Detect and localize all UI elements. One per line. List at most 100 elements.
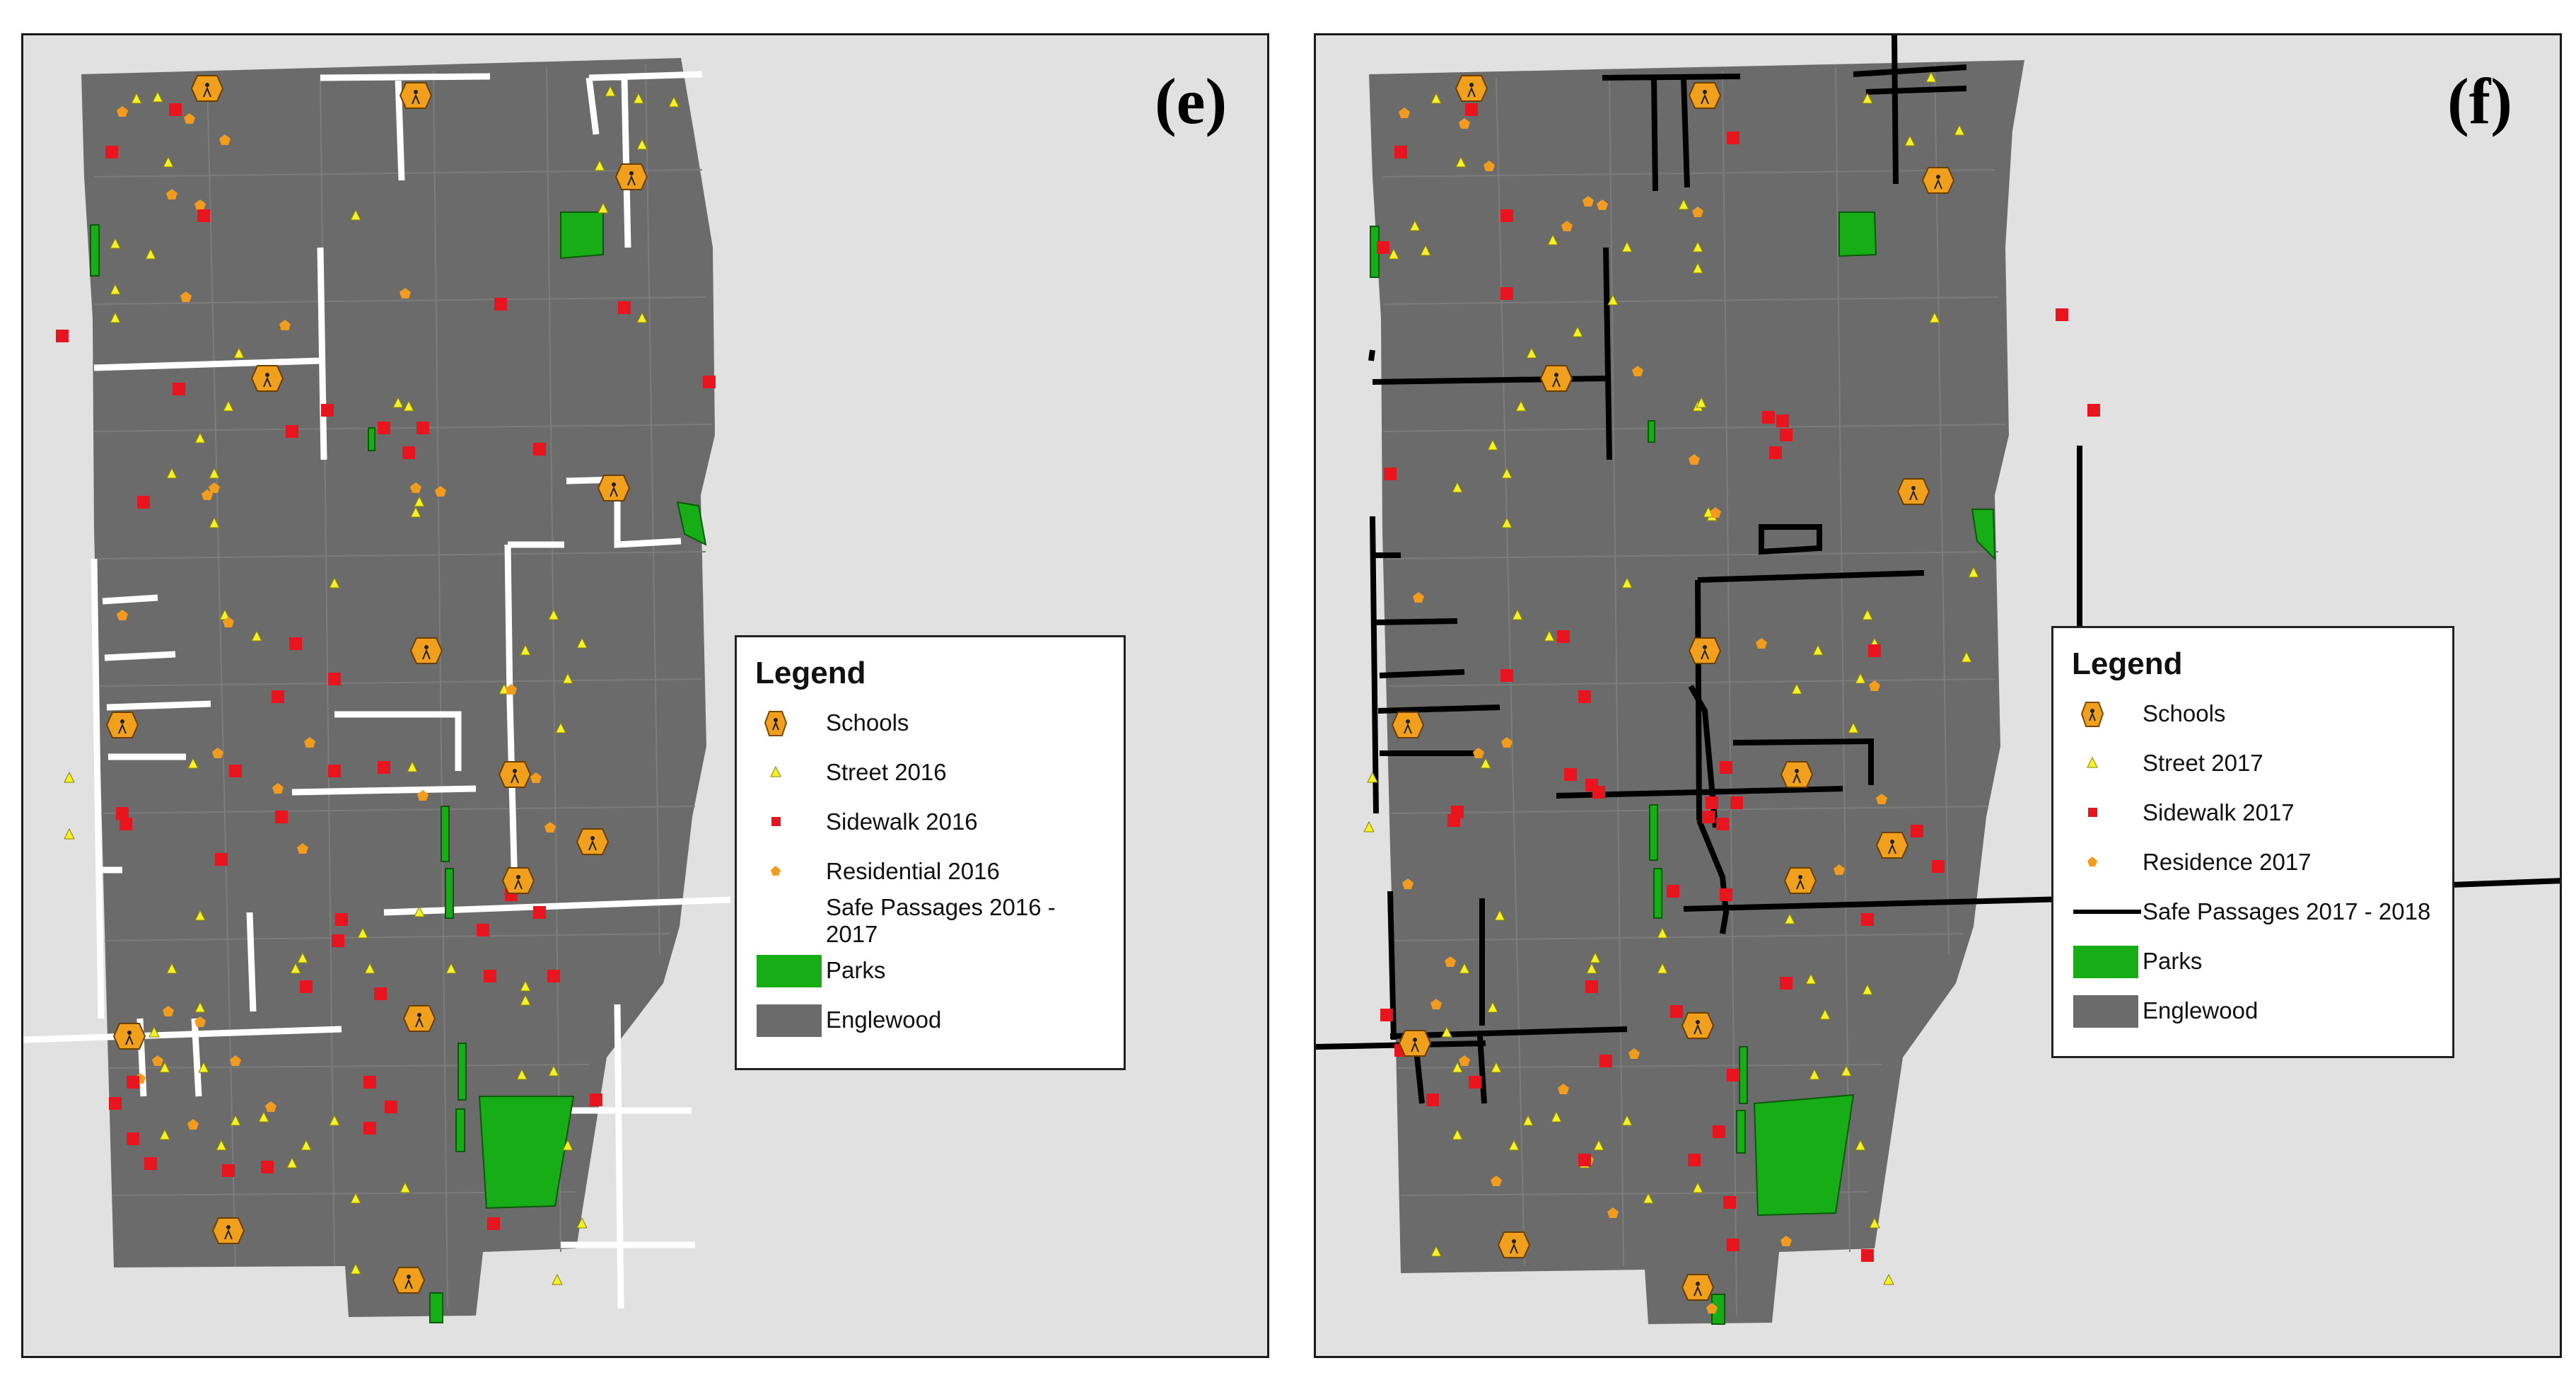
street-marker [1848, 721, 1859, 733]
street-marker [145, 248, 156, 260]
street-marker [520, 980, 531, 992]
legend-label: Parks [826, 957, 886, 983]
panel-label: (f) [2447, 65, 2512, 137]
residential-marker [1834, 864, 1845, 875]
residential-marker [152, 1055, 163, 1066]
legend-label: Street 2016 [826, 759, 947, 785]
residential-marker [1459, 1055, 1470, 1066]
street-marker [223, 400, 234, 412]
sidewalk-marker [120, 818, 132, 830]
school-marker [1896, 478, 1930, 505]
sidewalk-marker [1585, 980, 1598, 993]
triangle-icon [2072, 742, 2143, 784]
street-marker [1954, 124, 1965, 136]
street-marker [1621, 1114, 1633, 1126]
legend-label: Englewood [2143, 997, 2259, 1023]
sidewalk-marker [703, 376, 716, 388]
school-marker [1681, 1274, 1715, 1301]
pentagon-icon [2072, 841, 2143, 883]
street-marker [1657, 962, 1668, 974]
legend-label: Schools [2143, 700, 2226, 726]
school-marker [112, 1023, 146, 1050]
sidewalk-marker [402, 446, 415, 459]
safe-passages-2017-2018 [1316, 35, 2560, 1104]
street-marker [148, 1026, 160, 1038]
sidewalk-marker [328, 673, 341, 685]
school-marker [614, 163, 648, 190]
legend-item-safe-passages: Safe Passages 2017 - 2018 [2072, 887, 2437, 936]
sidewalk-marker [275, 811, 288, 823]
sidewalk-marker [1861, 1249, 1874, 1262]
residential-marker [410, 482, 421, 493]
sidewalk-marker [1592, 786, 1605, 799]
residential-marker [279, 320, 291, 330]
square-icon [755, 801, 826, 843]
street-marker [1855, 672, 1866, 684]
street-marker [1621, 240, 1633, 253]
school-marker [402, 1005, 436, 1032]
street-marker [1678, 198, 1689, 210]
sidewalk-marker [289, 637, 302, 650]
street-marker [1430, 1245, 1442, 1257]
street-marker [1526, 347, 1537, 359]
legend-item-sidewalk: Sidewalk 2017 [2072, 788, 2437, 837]
street-marker [548, 608, 559, 620]
street-marker [668, 95, 680, 108]
residential-marker [209, 482, 220, 493]
street-marker [555, 721, 566, 733]
data-points [1363, 71, 2100, 1313]
street-marker [1809, 1068, 1820, 1080]
street-marker [1883, 1273, 1894, 1285]
legend-label: Schools [826, 709, 909, 736]
residential-marker [1459, 118, 1470, 129]
residential-marker [400, 288, 411, 298]
sidewalk-marker [1688, 1154, 1701, 1166]
street-marker [1480, 757, 1491, 769]
legend-item-englewood: Englewood [2072, 986, 2437, 1036]
street-marker [1452, 1128, 1463, 1140]
residential-marker [272, 783, 284, 794]
street-marker [1812, 644, 1824, 656]
street-marker [636, 311, 648, 323]
legend-item-schools: Schools [2072, 689, 2437, 738]
legend-item-englewood: Englewood [755, 995, 1108, 1045]
legend-label: Street 2017 [2143, 750, 2263, 776]
legend-item-residential: Residential 2016 [755, 847, 1108, 896]
residential-marker [304, 737, 315, 748]
sidewalk-marker [1716, 818, 1729, 830]
residential-marker [202, 489, 213, 500]
school-marker [501, 867, 535, 894]
legend: Legend Schools Street 2016 Sidewalk 2016… [735, 635, 1126, 1070]
sidewalk-marker [1557, 630, 1570, 643]
street-marker [1547, 233, 1558, 245]
school-marker [1875, 832, 1909, 859]
street-marker [1855, 1139, 1866, 1151]
map-panel-e: (e) Legend Schools Street 2016 Sidewalk … [21, 33, 1269, 1358]
legend-label: Sidewalk 2016 [826, 808, 978, 835]
sidewalk-marker [618, 301, 631, 314]
street-marker [1791, 683, 1802, 695]
street-marker [131, 92, 142, 104]
street-marker [194, 1001, 206, 1013]
street-marker [1696, 396, 1707, 408]
street-marker [548, 1065, 559, 1077]
legend-label: Englewood [826, 1007, 942, 1033]
sidewalk-marker [1384, 468, 1397, 480]
street-marker [403, 400, 414, 412]
street-marker [251, 630, 262, 642]
parks [1370, 211, 1996, 1325]
sidewalk-marker [1776, 414, 1789, 427]
street-marker [286, 1156, 298, 1168]
street-marker [1692, 1181, 1703, 1193]
street-marker [350, 1192, 361, 1204]
school-marker [576, 828, 610, 855]
street-marker [410, 506, 421, 518]
residential-marker [117, 106, 128, 117]
data-points [56, 75, 716, 1294]
street-marker [598, 202, 609, 214]
residential-marker [166, 189, 177, 199]
street-marker [159, 1128, 170, 1140]
residential-marker [1710, 507, 1721, 518]
street-marker [329, 1114, 340, 1126]
line-icon [755, 900, 826, 942]
